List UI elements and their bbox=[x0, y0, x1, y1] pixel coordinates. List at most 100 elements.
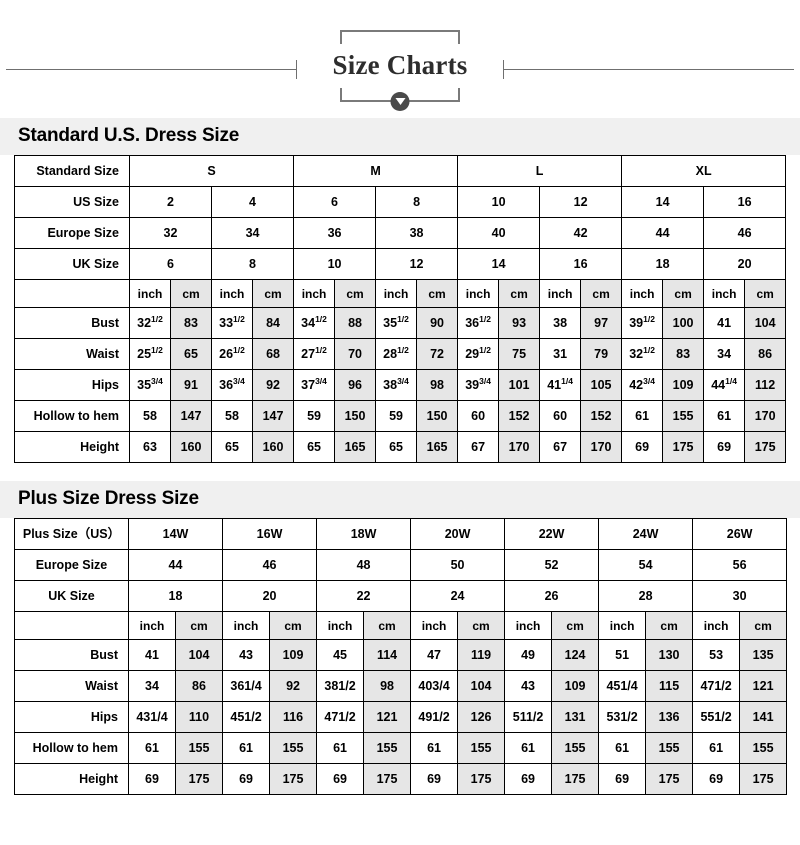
cell-europe-size: 44 bbox=[621, 217, 705, 249]
cell-inch-value: 58 bbox=[211, 400, 253, 432]
cell-cm-value: 175 bbox=[174, 763, 224, 795]
cell-inch-value: 65 bbox=[293, 431, 336, 463]
unit-header-inch: inch bbox=[375, 279, 418, 308]
standard-size-table: Standard Size S M L XL US Size 2 4 6 8 1… bbox=[14, 155, 787, 463]
cell-cm-value: 155 bbox=[174, 732, 224, 764]
cell-inch-value: 38 bbox=[539, 307, 582, 339]
header-rule-left bbox=[6, 69, 296, 70]
row-label-plus-uk-size: UK Size bbox=[14, 580, 129, 612]
cell-uk-size: 12 bbox=[375, 248, 459, 280]
unit-header-cm: cm bbox=[269, 611, 318, 640]
cell-cm-value: 155 bbox=[662, 400, 705, 432]
unit-header-cm: cm bbox=[551, 611, 600, 640]
cell-cm-value: 141 bbox=[739, 701, 788, 733]
unit-header-cm: cm bbox=[744, 279, 787, 308]
cell-inch-value: 49 bbox=[504, 639, 553, 671]
cell-cm-value: 104 bbox=[457, 670, 506, 702]
unit-header-cm: cm bbox=[457, 611, 506, 640]
cell-uk-size: 20 bbox=[703, 248, 787, 280]
table-row: Height 63 160 65 160 65 165 65 165 67 170 67 170 69 17… bbox=[14, 431, 787, 463]
row-label-us-size: US Size bbox=[14, 186, 130, 218]
row-label-plus-europe-size: Europe Size bbox=[14, 549, 129, 581]
unit-header-inch: inch bbox=[211, 279, 253, 308]
page-header: Size Charts bbox=[0, 0, 800, 118]
cell-inch-value: 34 bbox=[128, 670, 176, 702]
unit-header-cm: cm bbox=[416, 279, 459, 308]
cell-inch-value: 471/2 bbox=[316, 701, 365, 733]
cell-inch-value: 451/4 bbox=[598, 670, 647, 702]
cell-cm-value: 155 bbox=[551, 732, 600, 764]
cell-cm-value: 155 bbox=[739, 732, 788, 764]
row-label-europe-size: Europe Size bbox=[14, 217, 130, 249]
cell-inch-value: 451/2 bbox=[222, 701, 271, 733]
cell-inch-value: 441/4 bbox=[703, 369, 746, 401]
cell-cm-value: 92 bbox=[269, 670, 318, 702]
cell-inch-value: 351/2 bbox=[375, 307, 418, 339]
cell-inch-value: 63 bbox=[129, 431, 171, 463]
cell-plus-europe-size: 46 bbox=[222, 549, 318, 581]
cell-plus-europe-size: 44 bbox=[127, 549, 224, 581]
cell-inch-value: 60 bbox=[457, 400, 500, 432]
cell-plus-size: 22W bbox=[504, 518, 600, 550]
table-row-us-size: US Size 2 4 6 8 10 12 14 16 bbox=[14, 186, 787, 218]
standard-table-wrap: Standard Size S M L XL US Size 2 4 6 8 1… bbox=[0, 155, 800, 463]
cell-plus-size: 24W bbox=[598, 518, 694, 550]
cell-cm-value: 155 bbox=[363, 732, 412, 764]
cell-cm-value: 91 bbox=[170, 369, 212, 401]
cell-plus-europe-size: 56 bbox=[692, 549, 788, 581]
cell-inch-value: 61 bbox=[222, 732, 271, 764]
cell-plus-uk-size: 20 bbox=[222, 580, 318, 612]
cell-uk-size: 10 bbox=[293, 248, 377, 280]
cell-cm-value: 130 bbox=[645, 639, 694, 671]
cell-inch-value: 61 bbox=[410, 732, 459, 764]
row-label-bust: Bust bbox=[14, 639, 129, 671]
table-row: Hollow to hem 61 155 61 155 61 155 61 155 61 155 61… bbox=[14, 732, 788, 764]
unit-row-empty-label bbox=[14, 611, 129, 640]
page-title: Size Charts bbox=[332, 50, 468, 80]
cell-plus-size: 26W bbox=[692, 518, 788, 550]
cell-plus-uk-size: 24 bbox=[410, 580, 506, 612]
table-row: Hips 353/4 91 363/4 92 373/4 96 383/4 98 393/4 101… bbox=[14, 369, 787, 401]
unit-header-inch: inch bbox=[222, 611, 271, 640]
table-row-europe-size: Europe Size 32 34 36 38 40 42 44 46 bbox=[14, 217, 787, 249]
cell-europe-size: 36 bbox=[293, 217, 377, 249]
cell-inch-value: 59 bbox=[375, 400, 418, 432]
cell-inch-value: 471/2 bbox=[692, 670, 741, 702]
cell-europe-size: 34 bbox=[210, 217, 295, 249]
cell-cm-value: 90 bbox=[416, 307, 459, 339]
cell-cm-value: 131 bbox=[551, 701, 600, 733]
plus-size-table: Plus Size（US） 14W 16W 18W 20W 22W 24W 26… bbox=[14, 518, 788, 795]
group-cell-xl: XL bbox=[621, 155, 787, 187]
cell-inch-value: 61 bbox=[621, 400, 664, 432]
unit-header-cm: cm bbox=[170, 279, 212, 308]
cell-inch-value: 51 bbox=[598, 639, 647, 671]
cell-cm-value: 155 bbox=[645, 732, 694, 764]
cell-cm-value: 175 bbox=[739, 763, 788, 795]
table-row: Waist 34 86 361/4 92 381/2 98 403/4 104 43 109 451/… bbox=[14, 670, 788, 702]
cell-uk-size: 8 bbox=[210, 248, 295, 280]
unit-header-cm: cm bbox=[580, 279, 623, 308]
cell-plus-europe-size: 52 bbox=[504, 549, 600, 581]
cell-inch-value: 373/4 bbox=[293, 369, 336, 401]
cell-inch-value: 67 bbox=[457, 431, 500, 463]
cell-us-size: 8 bbox=[375, 186, 459, 218]
cell-cm-value: 175 bbox=[744, 431, 787, 463]
cell-inch-value: 69 bbox=[316, 763, 365, 795]
cell-inch-value: 511/2 bbox=[504, 701, 553, 733]
cell-plus-size: 14W bbox=[127, 518, 224, 550]
unit-header-inch: inch bbox=[598, 611, 647, 640]
unit-header-inch: inch bbox=[457, 279, 500, 308]
unit-header-cm: cm bbox=[645, 611, 694, 640]
cell-inch-value: 361/2 bbox=[457, 307, 500, 339]
cell-inch-value: 383/4 bbox=[375, 369, 418, 401]
standard-section-title: Standard U.S. Dress Size bbox=[0, 118, 800, 155]
cell-inch-value: 34 bbox=[703, 338, 746, 370]
cell-inch-value: 45 bbox=[316, 639, 365, 671]
cell-cm-value: 152 bbox=[580, 400, 623, 432]
cell-cm-value: 75 bbox=[498, 338, 541, 370]
cell-inch-value: 321/2 bbox=[129, 307, 171, 339]
cell-inch-value: 61 bbox=[598, 732, 647, 764]
unit-row-empty-label bbox=[14, 279, 130, 308]
unit-header-inch: inch bbox=[410, 611, 459, 640]
cell-uk-size: 14 bbox=[457, 248, 541, 280]
